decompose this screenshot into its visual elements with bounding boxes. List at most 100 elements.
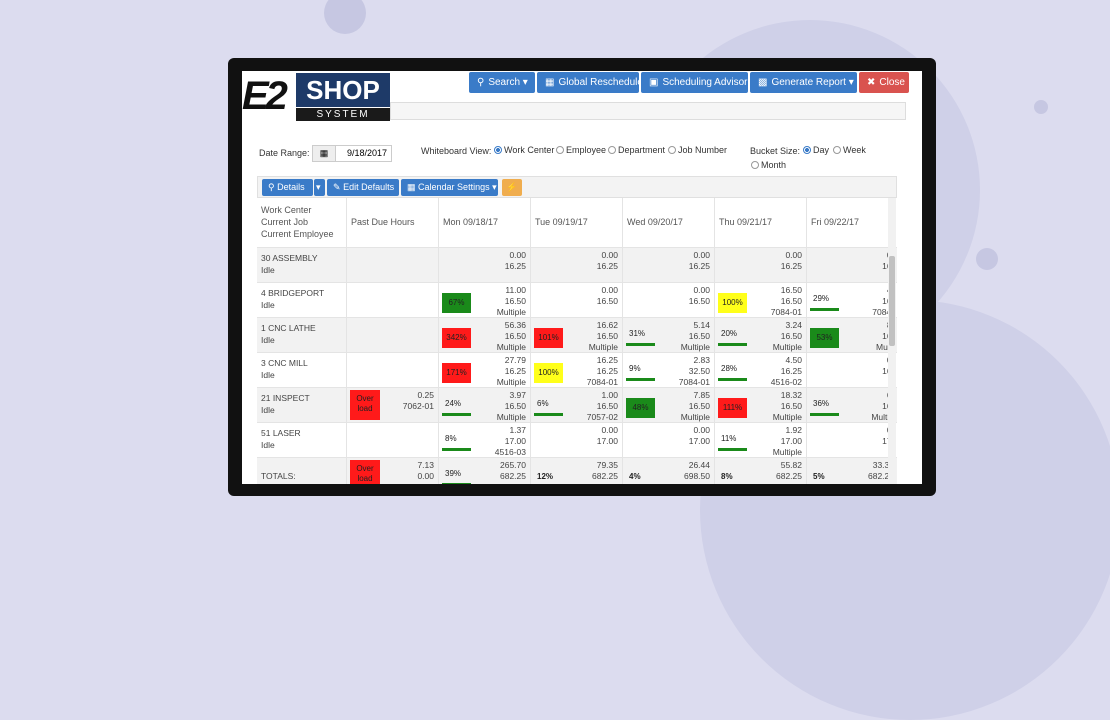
schedule-cell[interactable]: 0.00 16.25 [623,248,715,283]
hours-value: 26.44 [688,460,710,470]
hours-value: Multip [871,412,894,422]
load-percent-text: 36% [813,399,830,408]
work-center-name: 21 INSPECT [261,393,310,403]
schedule-cell[interactable]: 171% 27.79 16.25 Multiple [439,353,531,388]
header-past-due-label: Past Due Hours [351,217,415,227]
bucket-option-month[interactable]: Month [751,160,786,170]
schedule-cell[interactable]: 0.00 16.25 [531,248,623,283]
schedule-cell[interactable]: 20% 3.24 16.50 Multiple [715,318,807,353]
schedule-cell[interactable]: 111% 18.32 16.50 Multiple [715,388,807,423]
past-due-cell[interactable]: Over load 7.13 0.00 [347,458,439,484]
hours-values: 2.83 32.50 7084-01 [679,355,710,388]
vertical-scrollbar[interactable] [888,198,896,484]
generate-report-button[interactable]: ▩ Generate Report ▾ [750,72,857,93]
details-dropdown-toggle[interactable]: ▾ [314,179,325,196]
hours-value: 16.25 [504,366,526,376]
schedule-cell[interactable]: 342% 56.36 16.50 Multiple [439,318,531,353]
lightning-button[interactable]: ⚡ [502,179,522,196]
radio-selected-icon [494,146,502,154]
schedule-cell[interactable]: 0.00 16.50 [531,283,623,318]
bucket-option-week[interactable]: Week [833,145,866,155]
date-range-label: Date Range: [259,148,310,158]
schedule-cell[interactable]: 101% 16.62 16.50 Multiple [531,318,623,353]
schedule-cell[interactable]: 5% 33.32 682.25 [807,458,897,484]
calendar-icon[interactable]: ▦ [313,146,336,161]
schedule-cell[interactable]: 0.17. [807,423,897,458]
schedule-cell[interactable]: 12% 79.35 682.25 [531,458,623,484]
load-bar [718,343,747,346]
schedule-cell[interactable]: 0.16. [807,248,897,283]
schedule-cell[interactable]: 0.00 17.00 [623,423,715,458]
schedule-cell[interactable]: 11% 1.92 17.00 Multiple [715,423,807,458]
schedule-cell[interactable]: 24% 3.97 16.50 Multiple [439,388,531,423]
calendar-settings-button[interactable]: ▦ Calendar Settings ▾ [401,179,498,196]
schedule-cell[interactable]: 39% 265.70 682.25 [439,458,531,484]
schedule-cell[interactable]: 9% 2.83 32.50 7084-01 [623,353,715,388]
work-center-cell[interactable]: 3 CNC MILL Idle [257,353,347,388]
schedule-cell[interactable]: 8% 55.82 682.25 [715,458,807,484]
schedule-cell[interactable]: 6% 1.00 16.50 7057-02 [531,388,623,423]
past-due-cell[interactable] [347,353,439,388]
global-reschedule-button[interactable]: ▦ Global Reschedule [537,72,643,93]
work-center-cell[interactable]: 4 BRIDGEPORT Idle [257,283,347,318]
hours-value: Multiple [496,342,526,352]
schedule-cell[interactable]: 53%8.16.Multi [807,318,897,353]
hours-value: 7062-01 [402,401,434,411]
hours-value: 17.00 [596,436,618,446]
schedule-cell[interactable]: 8% 1.37 17.00 4516-03 [439,423,531,458]
logo-system: SYSTEM [296,108,390,121]
work-center-cell[interactable]: 21 INSPECT Idle [257,388,347,423]
work-center-name: 30 ASSEMBLY [261,253,318,263]
schedule-cell[interactable]: 4% 26.44 698.50 [623,458,715,484]
hours-value: 1.00 [601,390,618,400]
edit-defaults-button[interactable]: ✎ Edit Defaults [327,179,399,196]
schedule-cell[interactable]: 0.00 16.25 [715,248,807,283]
work-center-status: Idle [261,405,275,415]
schedule-cell[interactable]: 36%6.16.Multip [807,388,897,423]
hours-value: 7057-02 [586,412,618,422]
scheduling-advisor-button[interactable]: ▣ Scheduling Advisor [641,72,748,93]
view-option-job-number[interactable]: Job Number [668,145,727,155]
hours-value: 16.25 [504,261,526,271]
hours-value: Multiple [680,342,710,352]
scrollbar-thumb[interactable] [889,256,895,346]
table-row: 1 CNC LATHE Idle 342% 56.36 16.50 Multiple 101… [257,317,897,353]
hours-value: 0.00 [693,250,710,260]
past-due-cell[interactable]: Over load 0.25 7062-01 [347,388,439,423]
schedule-cell[interactable]: 67% 11.00 16.50 Multiple [439,283,531,318]
hours-values: 5.14 16.50 Multiple [681,320,710,353]
date-range-field[interactable]: ▦ 9/18/2017 [312,145,392,162]
work-center-cell[interactable]: 1 CNC LATHE Idle [257,318,347,353]
search-button[interactable]: ⚲ Search ▾ [469,72,535,93]
grid-toolbar: ⚲ Details ▾ ✎ Edit Defaults ▦ Calendar S… [257,176,897,198]
close-button[interactable]: ✖ Close [859,72,909,93]
past-due-cell[interactable] [347,423,439,458]
schedule-cell[interactable]: 28% 4.50 16.25 4516-02 [715,353,807,388]
hours-value: 16.50 [780,401,802,411]
work-center-name: 3 CNC MILL [261,358,308,368]
hours-value: 79.35 [596,460,618,470]
view-option-work-center[interactable]: Work Center [494,145,554,155]
hours-values: 11.00 16.50 Multiple [497,285,526,318]
hours-value: 682.25 [500,471,526,481]
view-option-department[interactable]: Department [608,145,665,155]
schedule-cell[interactable]: 0.00 17.00 [531,423,623,458]
work-center-cell[interactable]: 51 LASER Idle [257,423,347,458]
schedule-cell[interactable]: 31% 5.14 16.50 Multiple [623,318,715,353]
bucket-option-day[interactable]: Day [803,145,829,155]
past-due-cell[interactable] [347,248,439,283]
schedule-cell[interactable]: 100% 16.50 16.50 7084-01 [715,283,807,318]
schedule-cell[interactable]: 0.00 16.50 [623,283,715,318]
schedule-cell[interactable]: 0.16. [807,353,897,388]
work-center-cell[interactable]: TOTALS: [257,458,347,484]
past-due-cell[interactable] [347,283,439,318]
hours-values: 18.32 16.50 Multiple [773,390,802,423]
past-due-cell[interactable] [347,318,439,353]
schedule-cell[interactable]: 29%4.16.7084- [807,283,897,318]
schedule-cell[interactable]: 48% 7.85 16.50 Multiple [623,388,715,423]
schedule-cell[interactable]: 0.00 16.25 [439,248,531,283]
work-center-cell[interactable]: 30 ASSEMBLY Idle [257,248,347,283]
view-option-employee[interactable]: Employee [556,145,606,155]
schedule-cell[interactable]: 100% 16.25 16.25 7084-01 [531,353,623,388]
details-button[interactable]: ⚲ Details [262,179,313,196]
